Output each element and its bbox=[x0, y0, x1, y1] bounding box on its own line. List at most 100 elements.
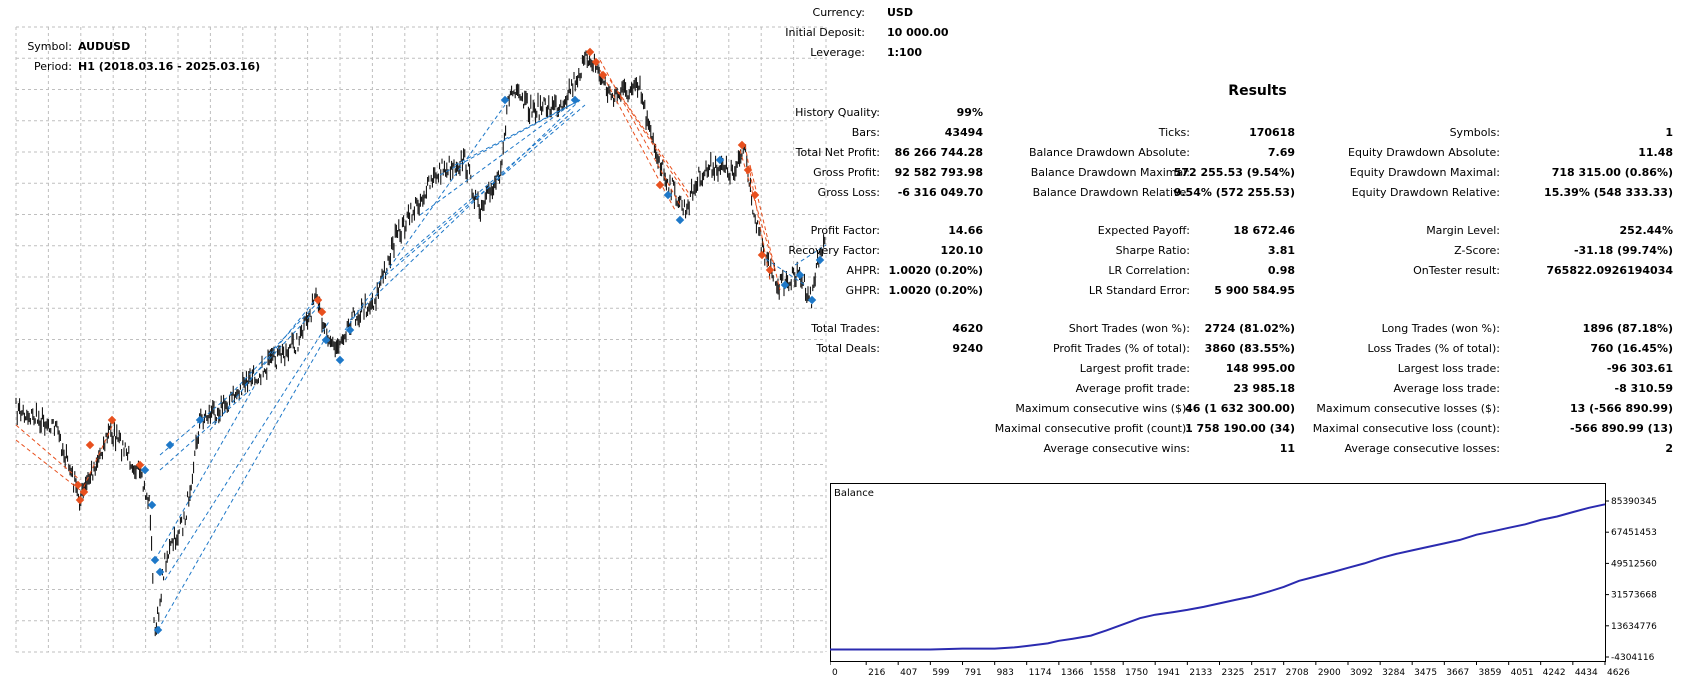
buy-marker bbox=[147, 500, 157, 510]
gross-profit-label: Gross Profit: bbox=[813, 166, 880, 179]
sharpe-ratio-value: 3.81 bbox=[1267, 244, 1295, 257]
x-tick-label: 599 bbox=[932, 668, 949, 678]
buy-trade-connector bbox=[399, 109, 576, 261]
x-tick-label: 791 bbox=[965, 668, 982, 678]
buy-marker bbox=[780, 280, 790, 290]
total-trades-value: 4620 bbox=[952, 322, 983, 335]
buy-trade-connector bbox=[244, 304, 321, 386]
y-tick-label: 49512560 bbox=[1611, 559, 1657, 569]
sell-trade-connector bbox=[609, 79, 691, 196]
equity-dd-max-label: Equity Drawdown Maximal: bbox=[1349, 166, 1500, 179]
x-tick-label: 1941 bbox=[1157, 668, 1180, 678]
equity-dd-max-value: 718 315.00 (0.86%) bbox=[1551, 166, 1673, 179]
results-title: Results bbox=[1228, 83, 1287, 99]
balance-dd-rel-label: Balance Drawdown Relative: bbox=[1032, 186, 1190, 199]
x-tick-label: 2133 bbox=[1189, 668, 1212, 678]
avg-cons-wins-value: 11 bbox=[1279, 442, 1295, 455]
profit-factor-value: 14.66 bbox=[948, 224, 983, 237]
sell-marker bbox=[135, 460, 145, 470]
symbols-value: 1 bbox=[1665, 126, 1673, 139]
buy-trade-connector bbox=[379, 104, 586, 281]
z-score-label: Z-Score: bbox=[1454, 244, 1500, 257]
y-tick-label: -4304116 bbox=[1611, 653, 1655, 663]
total-deals-label: Total Deals: bbox=[816, 342, 880, 355]
largest-loss-label: Largest loss trade: bbox=[1397, 362, 1500, 375]
equity-dd-abs-label: Equity Drawdown Absolute: bbox=[1348, 146, 1500, 159]
lr-correlation-value: 0.98 bbox=[1267, 264, 1295, 277]
x-tick-label: 2708 bbox=[1286, 668, 1309, 678]
buy-trade-connector bbox=[344, 104, 506, 331]
avg-loss-value: -8 310.59 bbox=[1614, 382, 1674, 395]
period-label: Period: bbox=[33, 60, 72, 73]
sharpe-ratio-label: Sharpe Ratio: bbox=[1115, 244, 1190, 257]
leverage-label: Leverage: bbox=[810, 46, 865, 59]
balance-plot-frame bbox=[830, 483, 1606, 662]
buy-marker bbox=[140, 465, 150, 475]
sell-marker bbox=[313, 295, 323, 305]
currency-label: Currency: bbox=[812, 6, 865, 19]
symbol-value: AUDUSD bbox=[78, 40, 131, 53]
z-score-value: -31.18 (99.74%) bbox=[1573, 244, 1673, 257]
sell-trade-connector bbox=[619, 94, 691, 201]
buy-marker bbox=[155, 567, 165, 577]
maximal-cons-profit-label: Maximal consecutive profit (count): bbox=[994, 422, 1190, 435]
equity-dd-rel-label: Equity Drawdown Relative: bbox=[1351, 186, 1500, 199]
balance-dd-max-label: Balance Drawdown Maximal: bbox=[1030, 166, 1190, 179]
x-tick-label: 1174 bbox=[1029, 668, 1052, 678]
margin-level-value: 252.44% bbox=[1619, 224, 1673, 237]
largest-profit-value: 148 995.00 bbox=[1225, 362, 1295, 375]
y-tick-label: 31573668 bbox=[1611, 591, 1657, 601]
buy-marker bbox=[345, 325, 355, 335]
sell-marker bbox=[79, 487, 89, 497]
long-trades-value: 1896 (87.18%) bbox=[1582, 322, 1673, 335]
profit-trades-value: 3860 (83.55%) bbox=[1204, 342, 1295, 355]
avg-profit-value: 23 985.18 bbox=[1233, 382, 1295, 395]
ghpr-label: GHPR: bbox=[845, 284, 880, 297]
buy-trade-connector bbox=[229, 299, 321, 396]
x-tick-label: 216 bbox=[868, 668, 885, 678]
x-tick-label: 4626 bbox=[1607, 668, 1630, 678]
buy-trade-connector bbox=[349, 99, 581, 321]
buy-trade-connector bbox=[154, 384, 256, 561]
buy-marker bbox=[165, 440, 175, 450]
x-tick-label: 1366 bbox=[1061, 668, 1084, 678]
price-chart bbox=[15, 26, 827, 653]
sell-marker bbox=[73, 480, 83, 490]
x-tick-label: 4051 bbox=[1511, 668, 1534, 678]
sell-marker bbox=[737, 140, 747, 150]
recovery-factor-value: 120.10 bbox=[940, 244, 983, 257]
y-tick-label: 85390345 bbox=[1611, 497, 1657, 507]
lr-std-error-label: LR Standard Error: bbox=[1088, 284, 1190, 297]
balance-chart-title: Balance bbox=[834, 488, 874, 499]
gross-profit-value: 92 582 793.98 bbox=[894, 166, 983, 179]
x-tick-label: 1558 bbox=[1093, 668, 1116, 678]
avg-cons-losses-label: Average consecutive losses: bbox=[1344, 442, 1500, 455]
net-profit-value: 86 266 744.28 bbox=[894, 146, 983, 159]
ghpr-value: 1.0020 (0.20%) bbox=[888, 284, 984, 297]
ontester-label: OnTester result: bbox=[1413, 264, 1500, 277]
x-tick-label: 3475 bbox=[1414, 668, 1437, 678]
history-quality-value: 99% bbox=[956, 106, 983, 119]
buy-marker bbox=[807, 295, 817, 305]
buy-trade-connector bbox=[439, 99, 581, 176]
x-tick-label: 3284 bbox=[1382, 668, 1405, 678]
x-tick-label: 2900 bbox=[1318, 668, 1341, 678]
bars-value: 43494 bbox=[944, 126, 983, 139]
x-tick-label: 3859 bbox=[1479, 668, 1502, 678]
largest-profit-label: Largest profit trade: bbox=[1079, 362, 1190, 375]
x-tick-label: 2325 bbox=[1222, 668, 1245, 678]
gross-loss-label: Gross Loss: bbox=[817, 186, 880, 199]
buy-marker bbox=[500, 95, 510, 105]
buy-marker bbox=[150, 555, 160, 565]
equity-dd-rel-value: 15.39% (548 333.33) bbox=[1544, 186, 1673, 199]
symbols-label: Symbols: bbox=[1449, 126, 1500, 139]
x-tick-label: 3667 bbox=[1446, 668, 1469, 678]
leverage-value: 1:100 bbox=[887, 46, 923, 59]
buy-marker bbox=[675, 215, 685, 225]
sell-marker bbox=[765, 265, 775, 275]
x-tick-label: 983 bbox=[997, 668, 1014, 678]
buy-marker bbox=[335, 355, 345, 365]
deposit-label: Initial Deposit: bbox=[785, 26, 865, 39]
currency-value: USD bbox=[887, 6, 913, 19]
deposit-value: 10 000.00 bbox=[887, 26, 949, 39]
